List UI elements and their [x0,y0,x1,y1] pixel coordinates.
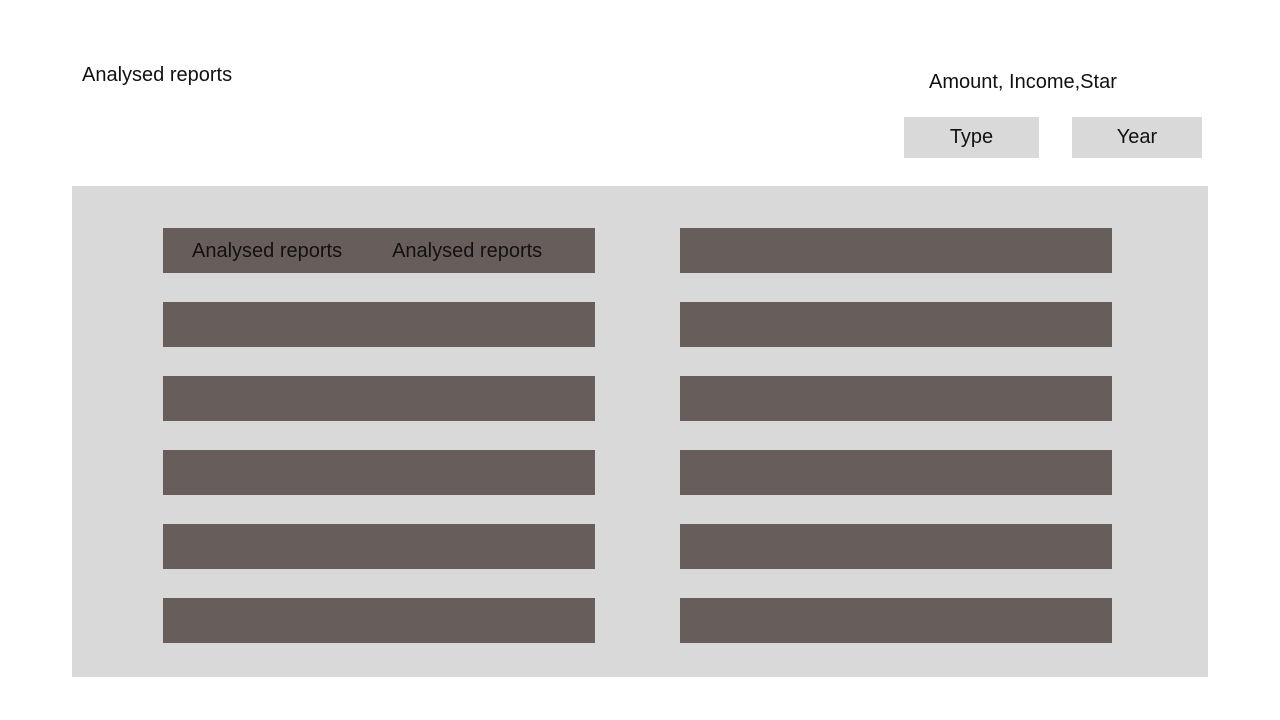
report-row-label: Analysed reports [192,239,343,262]
report-row-right-5[interactable] [680,524,1112,569]
report-row-right-1[interactable] [680,228,1112,273]
reports-column-right [680,228,1112,643]
reports-column-left: Analysed reports Analysed reports [163,228,595,643]
report-row-left-3[interactable] [163,376,595,421]
report-row-left-2[interactable] [163,302,595,347]
report-row-left-5[interactable] [163,524,595,569]
report-row-label: Analysed reports [392,239,543,262]
report-row-right-6[interactable] [680,598,1112,643]
year-filter-button[interactable]: Year [1072,117,1202,158]
report-row-right-2[interactable] [680,302,1112,347]
report-row-right-3[interactable] [680,376,1112,421]
report-row-left-6[interactable] [163,598,595,643]
reports-panel: Analysed reports Analysed reports [72,186,1208,677]
report-row-left-1[interactable]: Analysed reports Analysed reports [163,228,595,273]
type-filter-button[interactable]: Type [904,117,1039,158]
report-row-right-4[interactable] [680,450,1112,495]
report-row-left-4[interactable] [163,450,595,495]
page-title: Analysed reports [82,64,233,86]
filter-caption: Amount, Income,Star [929,71,1117,93]
